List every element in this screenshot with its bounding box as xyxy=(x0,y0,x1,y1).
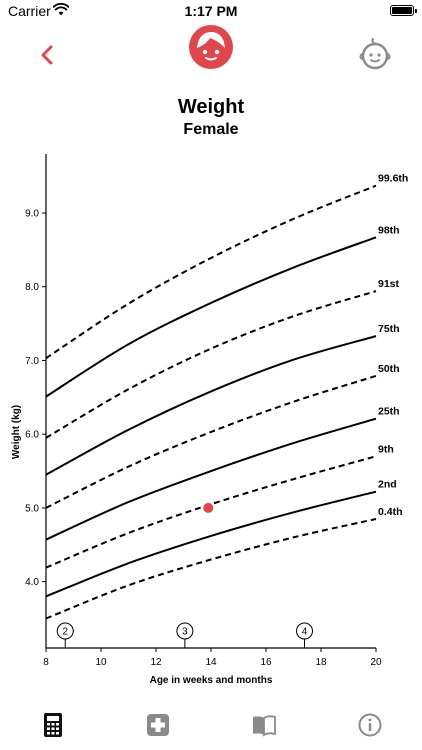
growth-chart: 4.0 5.0 6.0 7.0 8.0 9.0 8 10 12 14 16 18 20 0.4th 2nd… xyxy=(11,154,408,686)
percentile-line-50th xyxy=(45,374,377,509)
percentile-line-2nd xyxy=(45,490,377,598)
series-label: 50th xyxy=(378,363,400,375)
chevron-left-icon[interactable] xyxy=(32,40,62,70)
tab-bar xyxy=(0,700,422,750)
y-tick-label: 9.0 xyxy=(25,208,39,219)
chart-title: Weight xyxy=(177,96,245,118)
x-tick-label: 12 xyxy=(150,657,162,668)
battery-icon xyxy=(390,5,417,16)
month-marker xyxy=(176,622,194,640)
series-label: 0.4th xyxy=(378,506,403,518)
percentile-line-75th xyxy=(45,335,377,476)
y-tick-label: 8.0 xyxy=(25,282,39,293)
calculator-icon[interactable] xyxy=(40,712,66,738)
x-tick-label: 8 xyxy=(43,657,49,668)
month-marker-label: 2 xyxy=(62,627,68,638)
series-label: 25th xyxy=(378,406,400,418)
month-marker xyxy=(296,622,313,640)
percentile-line-99.6th xyxy=(45,184,377,360)
carrier-label: Carrier xyxy=(8,3,51,19)
medical-cross-icon[interactable] xyxy=(145,712,171,738)
info-icon[interactable] xyxy=(357,712,383,738)
book-icon[interactable] xyxy=(251,712,277,738)
x-axis-label: Age in weeks and months xyxy=(150,675,273,686)
baby-face-icon[interactable] xyxy=(358,38,392,72)
y-tick-label: 5.0 xyxy=(25,503,39,514)
series-label: 75th xyxy=(378,323,400,335)
month-marker xyxy=(56,622,74,640)
y-tick-label: 7.0 xyxy=(25,356,39,367)
y-tick-label: 4.0 xyxy=(25,577,39,588)
x-tick-label: 16 xyxy=(260,657,272,668)
month-marker-label: 4 xyxy=(302,627,308,638)
series-label: 2nd xyxy=(378,479,397,491)
percentile-line-98th xyxy=(45,236,377,398)
nav-bar xyxy=(0,22,422,86)
series-label: 98th xyxy=(378,224,400,236)
y-axis-label: Weight (kg) xyxy=(11,405,22,459)
girl-face-icon xyxy=(189,25,233,69)
percentile-line-9th xyxy=(45,455,377,569)
series-label: 99.6th xyxy=(378,173,408,185)
percentile-line-25th xyxy=(45,417,377,541)
x-tick-label: 10 xyxy=(95,657,107,668)
series-label: 91st xyxy=(378,278,400,290)
status-bar: Carrier 1:17 PM xyxy=(0,0,422,22)
y-tick-label: 6.0 xyxy=(25,430,39,441)
series-label: 9th xyxy=(378,443,394,455)
x-tick-label: 14 xyxy=(205,657,217,668)
percentile-line-91st xyxy=(45,290,377,439)
x-tick-label: 20 xyxy=(370,657,382,668)
x-tick-label: 18 xyxy=(315,657,327,668)
clock: 1:17 PM xyxy=(184,3,238,19)
chart-subtitle: Female xyxy=(183,121,239,138)
month-marker-label: 3 xyxy=(182,627,188,638)
percentile-line-0.4th xyxy=(45,517,377,620)
measurement-point[interactable] xyxy=(203,502,214,513)
wifi-icon xyxy=(53,3,69,16)
